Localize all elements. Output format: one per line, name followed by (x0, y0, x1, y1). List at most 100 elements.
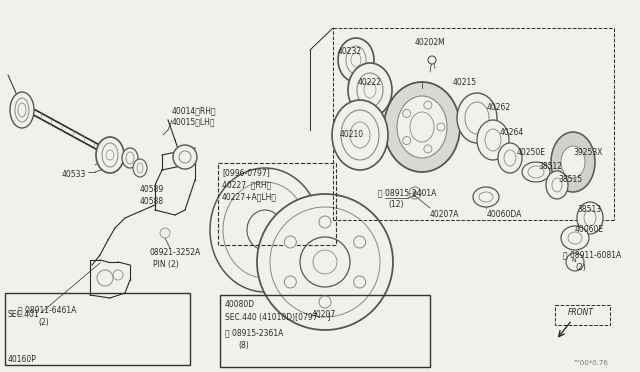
Ellipse shape (561, 146, 585, 178)
Ellipse shape (126, 152, 134, 164)
Ellipse shape (384, 82, 460, 172)
Text: (8): (8) (238, 341, 249, 350)
Circle shape (437, 123, 445, 131)
Text: SEC.440 (41010D)[0797-   ]: SEC.440 (41010D)[0797- ] (225, 313, 330, 322)
Circle shape (97, 270, 113, 286)
Ellipse shape (546, 171, 568, 199)
Circle shape (257, 194, 393, 330)
Text: 38513: 38513 (577, 205, 601, 214)
Ellipse shape (568, 232, 582, 244)
Circle shape (313, 250, 337, 274)
Ellipse shape (364, 82, 376, 98)
Ellipse shape (477, 120, 509, 160)
Circle shape (173, 145, 197, 169)
Circle shape (354, 276, 365, 288)
Ellipse shape (551, 132, 595, 192)
Text: Ⓝ 08911-6081A: Ⓝ 08911-6081A (563, 250, 621, 259)
Text: 39253X: 39253X (573, 148, 602, 157)
Text: (12): (12) (388, 200, 403, 209)
Text: 40160P: 40160P (8, 355, 37, 364)
Ellipse shape (504, 150, 516, 166)
Text: 40589: 40589 (140, 185, 164, 194)
Ellipse shape (485, 129, 501, 151)
Ellipse shape (577, 202, 603, 234)
Ellipse shape (348, 63, 392, 117)
Ellipse shape (210, 168, 320, 292)
Bar (218, 163, 336, 245)
Ellipse shape (122, 148, 138, 168)
Circle shape (403, 137, 411, 144)
Text: 38512: 38512 (538, 162, 562, 171)
Ellipse shape (223, 182, 307, 278)
Circle shape (284, 236, 296, 248)
Circle shape (284, 276, 296, 288)
Ellipse shape (15, 98, 29, 122)
Ellipse shape (351, 53, 361, 67)
Text: 40250E: 40250E (517, 148, 546, 157)
Ellipse shape (106, 150, 114, 160)
Ellipse shape (338, 38, 374, 82)
Text: 40222: 40222 (358, 78, 382, 87)
Ellipse shape (528, 166, 544, 178)
Ellipse shape (479, 192, 493, 202)
Text: 40588: 40588 (140, 197, 164, 206)
Text: 40015〈LH〉: 40015〈LH〉 (172, 117, 216, 126)
Bar (555, 305, 610, 325)
Circle shape (319, 296, 331, 308)
Text: 40227+A〈LH〉: 40227+A〈LH〉 (222, 192, 277, 201)
Ellipse shape (102, 143, 118, 167)
Text: Ⓝ 08911-6461A: Ⓝ 08911-6461A (18, 305, 76, 314)
Circle shape (403, 109, 411, 118)
Text: SEC.401: SEC.401 (8, 310, 40, 319)
Ellipse shape (133, 159, 147, 177)
Text: 40264: 40264 (500, 128, 524, 137)
Ellipse shape (473, 187, 499, 207)
Text: 40060E: 40060E (575, 225, 604, 234)
Text: 40227  〈RH〉: 40227 〈RH〉 (222, 180, 271, 189)
Ellipse shape (247, 210, 283, 250)
Text: 40014〈RH〉: 40014〈RH〉 (172, 106, 216, 115)
Circle shape (179, 151, 191, 163)
Ellipse shape (350, 122, 370, 148)
Bar (220, 295, 430, 367)
Ellipse shape (584, 210, 596, 226)
Ellipse shape (341, 110, 379, 160)
Text: 40207A: 40207A (430, 210, 460, 219)
Text: ⓕ 08915-2401A: ⓕ 08915-2401A (378, 188, 436, 197)
Ellipse shape (457, 93, 497, 143)
Text: FRONT: FRONT (568, 308, 594, 317)
Text: [0996-0797]: [0996-0797] (222, 168, 269, 177)
Circle shape (113, 270, 123, 280)
Text: 40060DA: 40060DA (487, 210, 522, 219)
Text: (2): (2) (575, 263, 586, 272)
Ellipse shape (522, 162, 550, 182)
Ellipse shape (561, 226, 589, 250)
Text: 38515: 38515 (558, 175, 582, 184)
Ellipse shape (397, 96, 447, 158)
Ellipse shape (465, 102, 489, 134)
Text: N: N (571, 258, 576, 263)
Text: 40232: 40232 (338, 47, 362, 56)
Ellipse shape (96, 137, 124, 173)
Text: Ⓝ 08915-2361A: Ⓝ 08915-2361A (225, 328, 284, 337)
Circle shape (319, 216, 331, 228)
Ellipse shape (346, 46, 366, 74)
Text: 40207: 40207 (312, 310, 336, 319)
Ellipse shape (552, 178, 562, 192)
Text: 40262: 40262 (487, 103, 511, 112)
Text: (2): (2) (38, 318, 49, 327)
Ellipse shape (332, 100, 388, 170)
Ellipse shape (10, 92, 34, 128)
Text: 40533: 40533 (62, 170, 86, 179)
Circle shape (270, 207, 380, 317)
Circle shape (424, 101, 432, 109)
Ellipse shape (357, 73, 383, 107)
Circle shape (424, 145, 432, 153)
Text: 08921-3252A: 08921-3252A (150, 248, 201, 257)
Text: 40202M: 40202M (415, 38, 445, 47)
Ellipse shape (18, 103, 26, 117)
Text: ^'00*0.76: ^'00*0.76 (572, 360, 608, 366)
Text: PIN (2): PIN (2) (153, 260, 179, 269)
Circle shape (413, 191, 417, 195)
Text: 40080D: 40080D (225, 300, 255, 309)
